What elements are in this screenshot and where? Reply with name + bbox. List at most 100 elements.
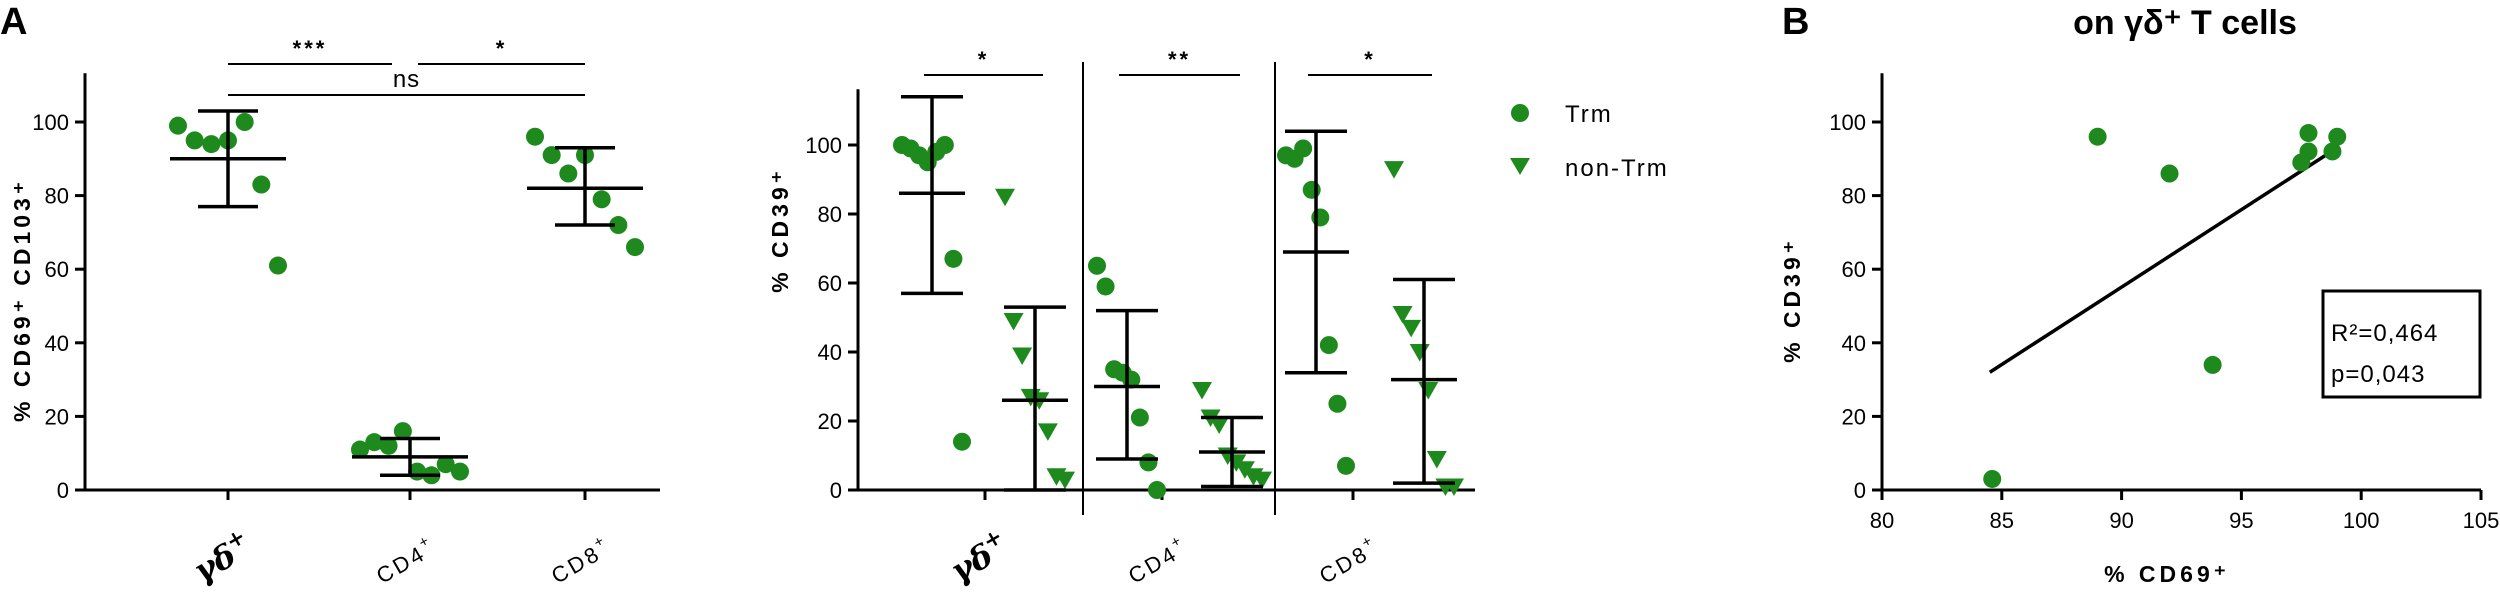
chart1-point (609, 216, 628, 235)
legend-trm-marker (1511, 104, 1529, 122)
chart2-point-non-trm (1426, 450, 1447, 469)
chart3-point (2088, 127, 2107, 146)
panel-label-a: A (0, 1, 27, 43)
chart1-y-tick-label: 0 (57, 478, 69, 503)
chart2-point-non-trm (1012, 347, 1033, 365)
chart2-x-tick-label: CD4+ (1122, 531, 1193, 589)
chart1-y-tick-label: 20 (45, 404, 69, 429)
chart1-x-tick-label: γδ+ (185, 523, 259, 590)
legend-non-trm-label: non-Trm (1565, 155, 1669, 182)
chart1-y-tick-label: 100 (32, 110, 69, 135)
chart1-point (379, 436, 398, 455)
chart2-point-non-trm (1392, 306, 1413, 324)
chart2-point-trm (1302, 180, 1321, 199)
chart1-x-tick-label: CD4+ (370, 531, 441, 589)
chart-correlation: on γδ⁺ T cells % CD39⁺ % CD69⁺ R²=0,464 … (1779, 4, 2499, 587)
r-squared-text: R²=0,464 (2331, 320, 2438, 347)
chart1-point (559, 164, 578, 183)
chart2-point-non-trm (1209, 416, 1230, 434)
chart3-y-tick-label: 0 (1854, 478, 1866, 503)
chart2-point-trm (1088, 256, 1106, 275)
chart1-point (526, 127, 544, 146)
chart2-ylabel: % CD39⁺ (767, 167, 793, 293)
chart2-point-trm (935, 136, 954, 154)
legend-non-trm-marker (1510, 158, 1530, 175)
chart3-point (2328, 127, 2347, 146)
chart1-point (252, 175, 271, 194)
chart2-point-non-trm (1037, 423, 1058, 441)
chart3-regression-line (1988, 146, 2339, 374)
chart1-sig-label: *** (293, 36, 328, 61)
legend: Trm non-Trm (1510, 101, 1669, 182)
chart1-point (451, 462, 469, 481)
p-value-text: p=0,043 (2331, 361, 2425, 388)
chart2-y-tick-label: 20 (818, 409, 842, 434)
chart3-point (1983, 469, 2002, 488)
chart3-point (2299, 142, 2318, 161)
chart1-point (185, 131, 204, 150)
chart1-point (269, 256, 287, 275)
chart2-point-non-trm (1003, 312, 1024, 331)
chart1-point (235, 113, 254, 131)
chart2-x-tick-label: CD8+ (1313, 531, 1384, 589)
chart1-y-tick-label: 60 (45, 257, 69, 282)
chart2-sig-label: * (1364, 47, 1376, 72)
chart2-point-trm (1148, 481, 1166, 499)
chart1-point (542, 146, 561, 165)
chart2-point-trm (1319, 336, 1338, 355)
chart1-sig-label: * (496, 36, 508, 61)
chart3-point (2203, 355, 2222, 374)
chart2-point-non-trm (1401, 319, 1422, 338)
chart3-point (2160, 164, 2179, 183)
chart2-point-trm (1294, 139, 1313, 158)
chart3-ylabel: % CD39⁺ (1779, 237, 1805, 363)
chart3-x-tick-label: 85 (1990, 508, 2014, 533)
chart3-x-tick-label: 105 (2463, 508, 2500, 533)
stats-box (2321, 289, 2482, 399)
chart2-point-trm (944, 249, 963, 268)
chart2-point-trm (1311, 208, 1330, 227)
chart3-y-tick-label: 40 (1842, 331, 1866, 356)
chart2-sig-label: * (978, 47, 990, 72)
chart1-point (626, 238, 644, 257)
chart2-point-non-trm (1384, 161, 1404, 179)
chart2-point-non-trm (1192, 381, 1212, 400)
chart2-point-non-trm (1409, 344, 1430, 362)
chart2-point-trm (1130, 408, 1149, 427)
chart2-point-non-trm (1418, 381, 1439, 400)
chart3-y-tick-label: 60 (1842, 257, 1866, 282)
legend-trm-label: Trm (1565, 101, 1613, 128)
chart1-point (592, 190, 611, 209)
chart1-point (393, 422, 412, 441)
chart3-point (2323, 142, 2342, 161)
chart2-point-trm (1139, 453, 1158, 472)
chart3-x-tick-label: 80 (1870, 508, 1894, 533)
chart2-y-tick-label: 40 (818, 340, 842, 365)
chart1-point (351, 440, 369, 459)
chart1-y-tick-label: 80 (45, 184, 69, 209)
chart2-point-non-trm (1055, 471, 1075, 490)
chart1-x-tick-label: CD8+ (545, 531, 616, 589)
chart2-y-tick-label: 0 (830, 478, 842, 503)
chart-cd39: % CD39⁺ Trm non-Trm 0 20 40 60 80 100 γδ+ CD4+ C… (767, 47, 1669, 590)
panel-label-b: B (1782, 1, 1809, 43)
chart3-y-tick-label: 100 (1829, 110, 1866, 135)
chart1-point (202, 135, 221, 154)
chart2-x-tick-label: γδ+ (942, 523, 1016, 590)
chart2-y-tick-label: 80 (818, 202, 842, 227)
chart3-x-tick-label: 90 (2109, 508, 2133, 533)
chart3-x-tick-label: 100 (2343, 508, 2380, 533)
chart1-y-tick-label: 40 (45, 331, 69, 356)
chart3-title: on γδ⁺ T cells (2073, 4, 2297, 42)
chart3-y-tick-label: 80 (1842, 184, 1866, 209)
chart2-point-trm (1337, 456, 1355, 475)
chart3-y-tick-label: 20 (1842, 404, 1866, 429)
chart2-point-trm (1096, 277, 1115, 296)
chart1-point (436, 455, 455, 474)
chart2-y-tick-label: 100 (805, 133, 842, 158)
chart3-x-tick-label: 95 (2229, 508, 2253, 533)
chart1-point (365, 433, 384, 452)
chart2-sig-label: ** (1168, 47, 1191, 72)
